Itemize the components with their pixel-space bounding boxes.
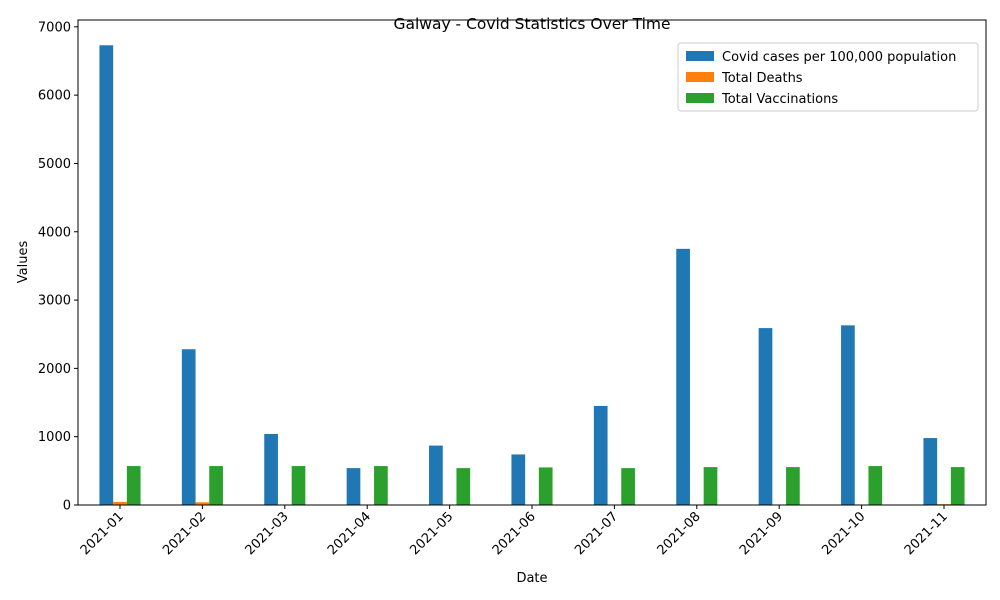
bar-covid-cases-per-100-000-population-2021-02	[181, 349, 196, 505]
x-tick-label: 2021-05	[407, 509, 456, 558]
x-tick-label: 2021-08	[655, 509, 704, 558]
chart-title: Galway - Covid Statistics Over Time	[393, 15, 670, 33]
y-axis-label: Values	[16, 241, 31, 284]
legend-swatch	[686, 93, 714, 103]
bar-total-vaccinations-2021-07	[621, 468, 635, 505]
legend-label: Total Deaths	[721, 71, 803, 86]
x-tick-label: 2021-09	[737, 509, 786, 558]
plot-frame	[77, 19, 987, 506]
x-axis-label: Date	[516, 571, 547, 586]
legend-label: Total Vaccinations	[721, 92, 838, 107]
bar-total-deaths-2021-02	[195, 502, 210, 505]
y-tick-label: 0	[63, 499, 71, 514]
y-tick-label: 7000	[38, 20, 71, 35]
y-tick-label: 6000	[38, 89, 71, 104]
x-tick-label: 2021-07	[572, 509, 621, 558]
y-tick-label: 2000	[38, 362, 71, 377]
bar-total-vaccinations-2021-08	[703, 467, 718, 505]
y-tick-label: 5000	[38, 157, 71, 172]
bar-total-vaccinations-2021-10	[868, 466, 883, 505]
bar-covid-cases-per-100-000-population-2021-07	[593, 405, 608, 505]
bar-covid-cases-per-100-000-population-2021-11	[923, 438, 938, 505]
x-tick-label: 2021-10	[819, 509, 868, 558]
bar-total-vaccinations-2021-01	[126, 466, 141, 505]
x-tick-label: 2021-11	[902, 509, 951, 558]
legend-swatch	[686, 72, 714, 82]
y-axis: 0 1000 2000 3000 4000 5000 6000 7000	[38, 20, 78, 514]
bar-covid-cases-per-100-000-population-2021-01	[99, 45, 114, 506]
bars-layer	[99, 45, 965, 506]
bar-total-vaccinations-2021-03	[291, 466, 306, 505]
bar-total-vaccinations-2021-06	[538, 467, 553, 505]
y-tick-label: 4000	[38, 225, 71, 240]
bar-covid-cases-per-100-000-population-2021-06	[511, 454, 526, 505]
bar-covid-cases-per-100-000-population-2021-04	[346, 468, 361, 505]
bar-total-vaccinations-2021-02	[209, 466, 223, 505]
bar-total-deaths-2021-01	[113, 501, 127, 505]
bar-covid-cases-per-100-000-population-2021-08	[676, 248, 690, 505]
x-axis: 2021-01 2021-02 2021-03 2021-04 2021-05 2021-…	[78, 505, 951, 558]
y-tick-label: 1000	[38, 430, 71, 445]
x-tick-label: 2021-02	[160, 509, 209, 558]
x-tick-label: 2021-01	[78, 509, 127, 558]
legend-swatch	[686, 51, 714, 61]
legend-label: Covid cases per 100,000 population	[722, 50, 956, 65]
legend-box	[677, 42, 979, 112]
legend: Covid cases per 100,000 population Total …	[677, 42, 979, 112]
x-tick-label: 2021-04	[325, 509, 374, 558]
bar-total-vaccinations-2021-09	[786, 467, 800, 505]
bar-covid-cases-per-100-000-population-2021-05	[429, 445, 443, 505]
bar-covid-cases-per-100-000-population-2021-09	[758, 328, 773, 505]
x-tick-label: 2021-06	[490, 509, 539, 558]
bar-total-vaccinations-2021-04	[374, 466, 388, 505]
y-tick-label: 3000	[38, 294, 71, 309]
x-tick-label: 2021-03	[243, 509, 292, 558]
bar-covid-cases-per-100-000-population-2021-03	[264, 433, 278, 505]
bar-total-vaccinations-2021-05	[456, 468, 471, 505]
bar-total-vaccinations-2021-11	[950, 467, 965, 505]
bar-covid-cases-per-100-000-population-2021-10	[841, 325, 855, 505]
